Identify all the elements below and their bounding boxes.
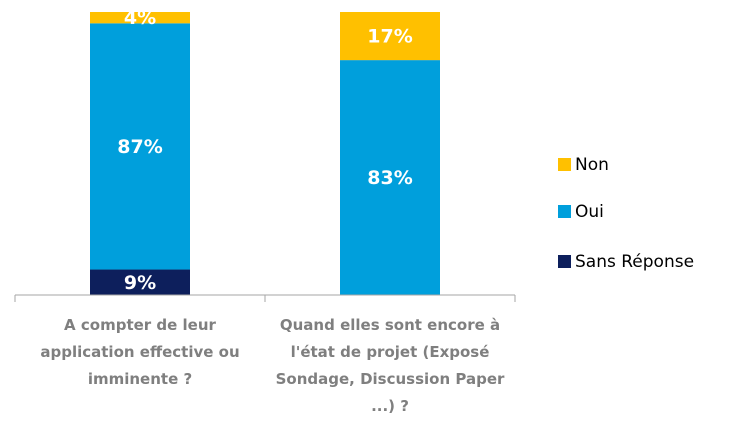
legend-label: Oui: [575, 202, 604, 222]
bar-segment: [340, 60, 440, 295]
legend-swatch: [558, 255, 571, 268]
legend-swatch: [558, 158, 571, 171]
legend-label: Sans Réponse: [575, 252, 694, 272]
bar-segment: [90, 23, 190, 270]
bar-segment: [340, 12, 440, 61]
legend-swatch: [558, 205, 571, 218]
data-label: 4%: [124, 7, 156, 29]
data-label: 9%: [124, 272, 156, 294]
bar-segment: [90, 12, 190, 24]
data-label: 83%: [367, 167, 412, 189]
x-tick-label: A compter de leur application effective …: [40, 316, 240, 388]
x-tick-label: Quand elles sont encore à l'état de proj…: [275, 316, 505, 415]
bar-segment: [90, 269, 190, 295]
data-label: 17%: [367, 26, 412, 48]
data-label: 87%: [117, 136, 162, 158]
legend-label: Non: [575, 155, 609, 175]
